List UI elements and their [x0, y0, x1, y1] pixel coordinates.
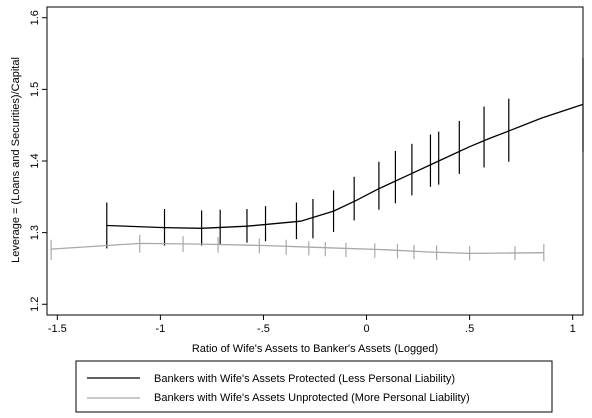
series-layer	[50, 57, 584, 262]
x-axis: -1.5 -1 -.5 0 .5 1	[48, 315, 576, 335]
legend-label-protected: Bankers with Wife's Assets Protected (Le…	[154, 373, 455, 385]
x-axis-title: Ratio of Wife's Assets to Banker's Asset…	[192, 343, 438, 355]
x-tick-label: -.5	[257, 323, 270, 335]
series-1	[50, 234, 545, 262]
y-tick-label: 1.4	[29, 153, 41, 168]
plot-frame	[46, 6, 584, 316]
y-tick-label: 1.5	[29, 82, 41, 97]
series-line	[51, 242, 544, 255]
x-tick-label: 0	[363, 323, 369, 335]
y-tick-label: 1.6	[29, 10, 41, 25]
y-tick-label: 1.2	[29, 297, 41, 312]
legend-label-unprotected: Bankers with Wife's Assets Unprotected (…	[154, 392, 470, 404]
y-axis-title: Leverage = (Loans and Securities)/Capita…	[10, 57, 22, 263]
series-line	[106, 103, 584, 229]
x-tick-label: -1.5	[48, 323, 67, 335]
y-tick-label: 1.3	[29, 225, 41, 240]
x-tick-label: .5	[465, 323, 474, 335]
x-tick-label: 1	[570, 323, 576, 335]
y-axis: 1.2 1.3 1.4 1.5 1.6	[29, 10, 47, 312]
x-tick-label: -1	[155, 323, 165, 335]
legend: Bankers with Wife's Assets Protected (Le…	[75, 360, 553, 413]
series-0	[106, 57, 584, 249]
legend-box	[75, 360, 553, 413]
